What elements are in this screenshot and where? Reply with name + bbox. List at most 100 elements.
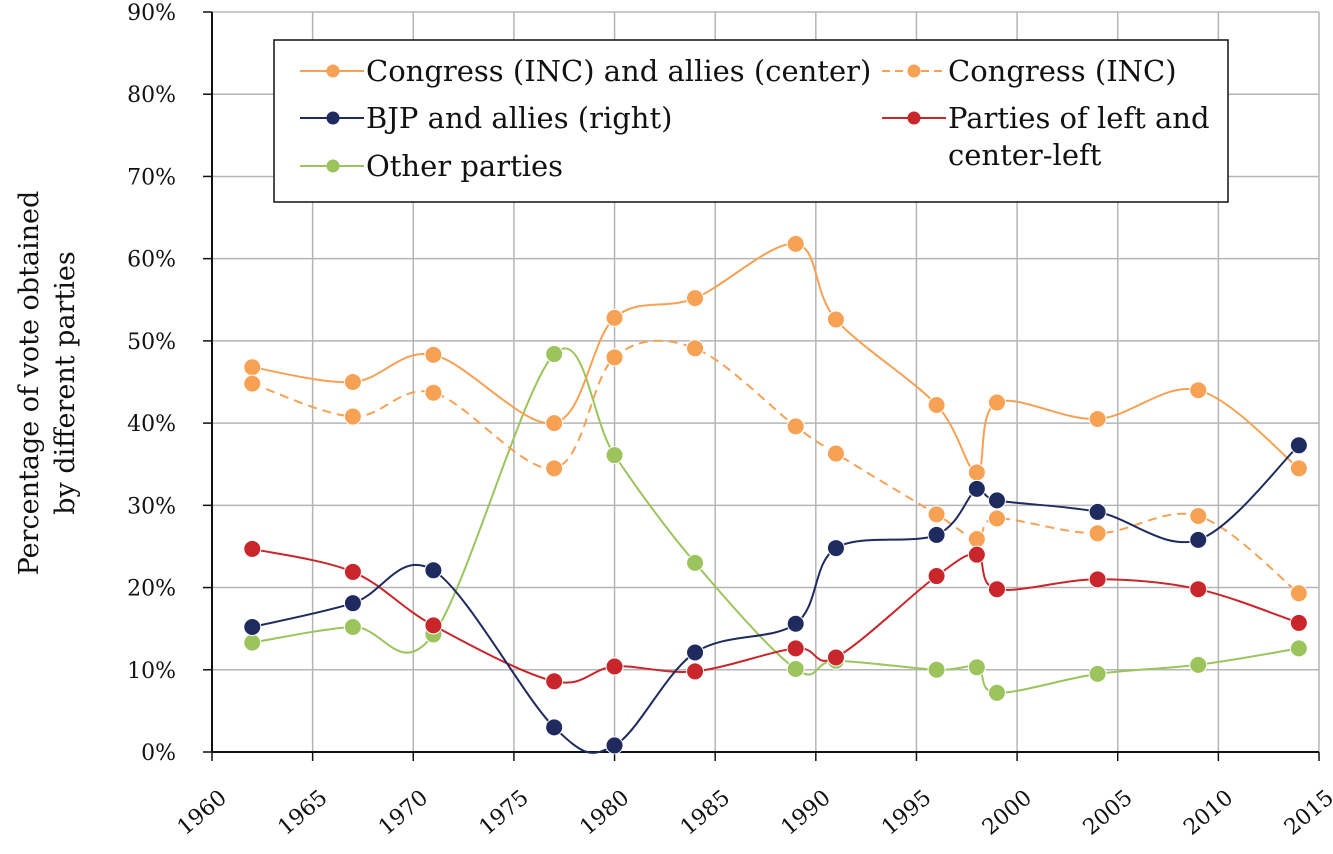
data-point bbox=[545, 672, 564, 691]
data-point bbox=[343, 407, 362, 426]
data-point bbox=[1088, 664, 1107, 683]
x-tick-label: 2005 bbox=[1079, 785, 1138, 840]
data-point bbox=[1189, 507, 1208, 526]
series-line bbox=[252, 547, 1300, 684]
series-line bbox=[252, 347, 1300, 694]
axes bbox=[203, 11, 1320, 761]
legend-label: Congress (INC) and allies (center) bbox=[366, 54, 871, 88]
series-line bbox=[252, 444, 1300, 754]
data-point bbox=[1189, 580, 1208, 599]
data-point bbox=[967, 545, 986, 564]
legend-item: Other parties bbox=[300, 149, 563, 183]
data-point bbox=[967, 530, 986, 549]
x-tick-label: 1970 bbox=[374, 785, 433, 840]
data-point bbox=[686, 553, 705, 572]
data-point bbox=[424, 383, 443, 402]
y-tick-label: 10% bbox=[127, 659, 176, 684]
data-point bbox=[605, 348, 624, 367]
data-point bbox=[1088, 410, 1107, 428]
y-axis-label-line-2: by different parties bbox=[50, 251, 81, 515]
data-point bbox=[605, 446, 624, 465]
data-point bbox=[826, 648, 845, 667]
data-point bbox=[826, 310, 845, 329]
data-point bbox=[243, 358, 262, 377]
data-point bbox=[686, 662, 705, 681]
data-point bbox=[967, 479, 986, 498]
series-2 bbox=[243, 436, 1308, 755]
data-point bbox=[987, 393, 1006, 412]
data-point bbox=[243, 539, 262, 558]
legend-box bbox=[273, 39, 1229, 203]
data-point bbox=[967, 658, 986, 677]
data-point bbox=[1289, 613, 1308, 632]
data-point bbox=[786, 417, 805, 436]
legend-label: Other parties bbox=[366, 149, 563, 183]
data-point bbox=[1289, 639, 1308, 658]
y-tick-label: 60% bbox=[127, 248, 176, 273]
x-tick-label: 2015 bbox=[1280, 785, 1333, 840]
legend-item: Congress (INC) bbox=[882, 54, 1177, 88]
legend-swatch-marker bbox=[326, 64, 340, 78]
y-tick-label: 0% bbox=[141, 741, 176, 766]
x-tick-label: 2000 bbox=[978, 785, 1037, 840]
data-point bbox=[927, 660, 946, 679]
data-point bbox=[927, 567, 946, 586]
data-point bbox=[243, 618, 262, 637]
legend-swatch-marker bbox=[907, 64, 921, 78]
y-tick-label: 40% bbox=[127, 412, 176, 437]
data-point bbox=[1189, 530, 1208, 549]
x-tick-label: 1960 bbox=[173, 785, 232, 840]
data-point bbox=[1289, 584, 1308, 603]
data-point bbox=[545, 459, 564, 478]
data-point bbox=[686, 339, 705, 358]
data-point bbox=[424, 616, 443, 635]
data-point bbox=[1189, 381, 1208, 400]
series-4 bbox=[243, 345, 1308, 702]
y-tick-label: 50% bbox=[127, 330, 176, 355]
y-axis-label-line-1: Percentage of vote obtained bbox=[14, 191, 45, 576]
data-point bbox=[1088, 570, 1107, 589]
legend-swatch-marker bbox=[907, 111, 921, 125]
y-tick-label: 80% bbox=[127, 83, 176, 108]
x-tick-label: 1990 bbox=[777, 785, 836, 840]
data-point bbox=[826, 444, 845, 463]
data-point bbox=[343, 594, 362, 613]
data-point bbox=[786, 639, 805, 658]
series-layer bbox=[243, 234, 1308, 755]
legend-label: center-left bbox=[948, 138, 1102, 172]
data-point bbox=[786, 234, 805, 253]
y-tick-label: 70% bbox=[127, 165, 176, 190]
data-point bbox=[987, 580, 1006, 599]
data-point bbox=[786, 614, 805, 633]
data-point bbox=[605, 736, 624, 755]
y-axis-ticks: 0% 10% 20% 30% 40% 50% 60% 70% 80% 90% bbox=[127, 1, 176, 766]
series-line bbox=[251, 339, 1300, 595]
x-tick-label: 1965 bbox=[274, 785, 333, 840]
data-point bbox=[605, 657, 624, 676]
data-point bbox=[1088, 524, 1107, 543]
x-tick-label: 1985 bbox=[676, 785, 735, 840]
data-point bbox=[1088, 502, 1107, 521]
legend-item: BJP and allies (right) bbox=[300, 101, 672, 135]
data-point bbox=[545, 345, 564, 364]
x-tick-label: 2010 bbox=[1179, 785, 1238, 840]
data-point bbox=[987, 683, 1006, 702]
data-point bbox=[424, 345, 443, 364]
x-tick-label: 1975 bbox=[475, 785, 534, 840]
series-line bbox=[252, 242, 1300, 474]
data-point bbox=[545, 718, 564, 737]
data-point bbox=[424, 561, 443, 580]
data-point bbox=[686, 289, 705, 308]
legend-label: Parties of left and bbox=[948, 101, 1210, 135]
data-point bbox=[243, 374, 262, 393]
data-point bbox=[987, 509, 1006, 528]
data-point bbox=[826, 539, 845, 558]
legend: Congress (INC) and allies (center) Congre… bbox=[273, 39, 1229, 203]
data-point bbox=[927, 396, 946, 415]
data-point bbox=[967, 463, 986, 482]
data-point bbox=[927, 525, 946, 544]
x-tick-label: 1995 bbox=[877, 785, 936, 840]
data-point bbox=[343, 373, 362, 391]
